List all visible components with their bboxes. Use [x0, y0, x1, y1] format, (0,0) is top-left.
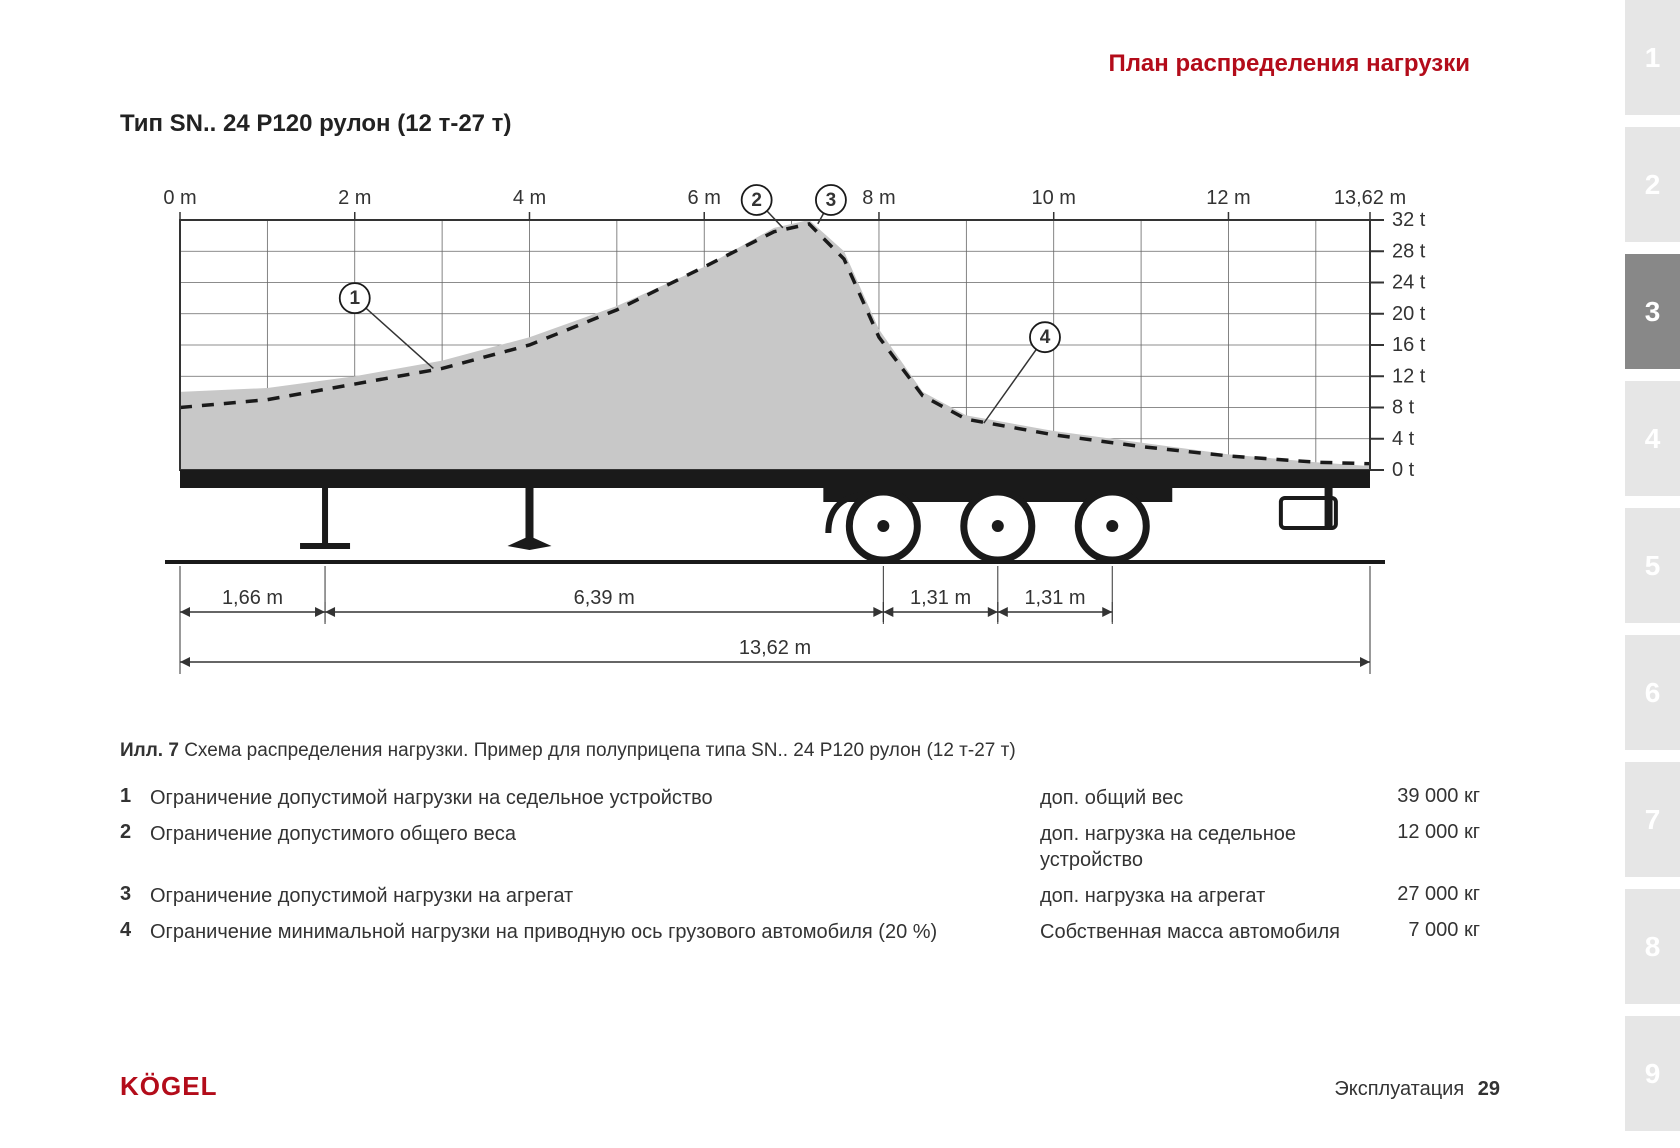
svg-text:8 m: 8 m: [862, 187, 895, 209]
svg-text:1,31 m: 1,31 m: [910, 587, 971, 609]
document-page: План распределения нагрузки Тип SN.. 24 …: [120, 20, 1560, 1120]
section-tab-6[interactable]: 6: [1625, 635, 1680, 750]
svg-text:12 m: 12 m: [1206, 187, 1250, 209]
spec-value: 12 000 кг: [1340, 821, 1480, 844]
section-tab-1[interactable]: 1: [1625, 0, 1680, 115]
legend-text: Ограничение минимальной нагрузки на прив…: [150, 919, 1040, 945]
svg-text:1,31 m: 1,31 m: [1024, 587, 1085, 609]
svg-text:32 t: 32 t: [1392, 209, 1426, 231]
svg-text:6 m: 6 m: [688, 187, 721, 209]
section-tab-7[interactable]: 7: [1625, 762, 1680, 877]
svg-text:16 t: 16 t: [1392, 334, 1426, 356]
legend-text: Ограничение допустимого общего веса: [150, 821, 1040, 847]
legend-and-specs: 1Ограничение допустимой нагрузки на седе…: [120, 785, 1500, 955]
legend-number: 4: [120, 919, 150, 942]
caption-text: Схема распределения нагрузки. Пример для…: [184, 740, 1015, 761]
svg-text:28 t: 28 t: [1392, 240, 1426, 262]
footer-section: Эксплуатация: [1334, 1078, 1464, 1100]
section-tab-5[interactable]: 5: [1625, 508, 1680, 623]
svg-text:4: 4: [1040, 327, 1051, 348]
page-footer: KÖGEL Эксплуатация 29: [120, 1071, 1500, 1102]
page-header: План распределения нагрузки: [1108, 50, 1470, 78]
svg-text:1,66 m: 1,66 m: [222, 587, 283, 609]
spec-label: доп. нагрузка на агрегат: [1040, 883, 1340, 909]
spec-value: 7 000 кг: [1340, 919, 1480, 942]
caption-prefix: Илл. 7: [120, 740, 179, 761]
diagram-title: Тип SN.. 24 P120 рулон (12 т-27 т): [120, 110, 511, 138]
svg-text:13,62 m: 13,62 m: [739, 637, 811, 659]
brand-logo: KÖGEL: [120, 1071, 217, 1102]
svg-text:20 t: 20 t: [1392, 303, 1426, 325]
section-tabs: 1 2 3 4 5 6 7 8 9: [1625, 0, 1680, 1148]
spec-label: доп. нагрузка на седельное устройство: [1040, 821, 1340, 873]
spec-value: 39 000 кг: [1340, 785, 1480, 808]
legend-text: Ограничение допустимой нагрузки на агрег…: [150, 883, 1040, 909]
section-tab-8[interactable]: 8: [1625, 889, 1680, 1004]
svg-text:0 m: 0 m: [163, 187, 196, 209]
spec-label: Собственная масса автомобиля: [1040, 919, 1340, 945]
legend-number: 2: [120, 821, 150, 844]
svg-text:2: 2: [751, 190, 762, 211]
svg-text:13,62 m: 13,62 m: [1334, 187, 1406, 209]
section-tab-9[interactable]: 9: [1625, 1016, 1680, 1131]
spec-value: 27 000 кг: [1340, 883, 1480, 906]
svg-text:0 t: 0 t: [1392, 459, 1415, 481]
footer-right: Эксплуатация 29: [1334, 1078, 1500, 1101]
footer-page-number: 29: [1478, 1078, 1500, 1100]
svg-text:1: 1: [349, 288, 360, 309]
svg-text:2 m: 2 m: [338, 187, 371, 209]
section-tab-3[interactable]: 3: [1625, 254, 1680, 369]
section-tab-2[interactable]: 2: [1625, 127, 1680, 242]
svg-text:6,39 m: 6,39 m: [574, 587, 635, 609]
legend-number: 1: [120, 785, 150, 808]
svg-text:12 t: 12 t: [1392, 365, 1426, 387]
svg-text:3: 3: [826, 190, 837, 211]
svg-text:24 t: 24 t: [1392, 272, 1426, 294]
section-tab-4[interactable]: 4: [1625, 381, 1680, 496]
legend-number: 3: [120, 883, 150, 906]
spec-label: доп. общий вес: [1040, 785, 1340, 811]
figure-caption: Илл. 7 Схема распределения нагрузки. При…: [120, 740, 1016, 762]
svg-text:4 m: 4 m: [513, 187, 546, 209]
svg-text:8 t: 8 t: [1392, 397, 1415, 419]
legend-text: Ограничение допустимой нагрузки на седел…: [150, 785, 1040, 811]
load-diagram: 0 m 2 m 4 m 6 m 8 m 10 m 12 m 13,62 m 0 t 4 t 8 t 1…: [120, 170, 1500, 730]
svg-text:4 t: 4 t: [1392, 428, 1415, 450]
svg-text:10 m: 10 m: [1031, 187, 1075, 209]
